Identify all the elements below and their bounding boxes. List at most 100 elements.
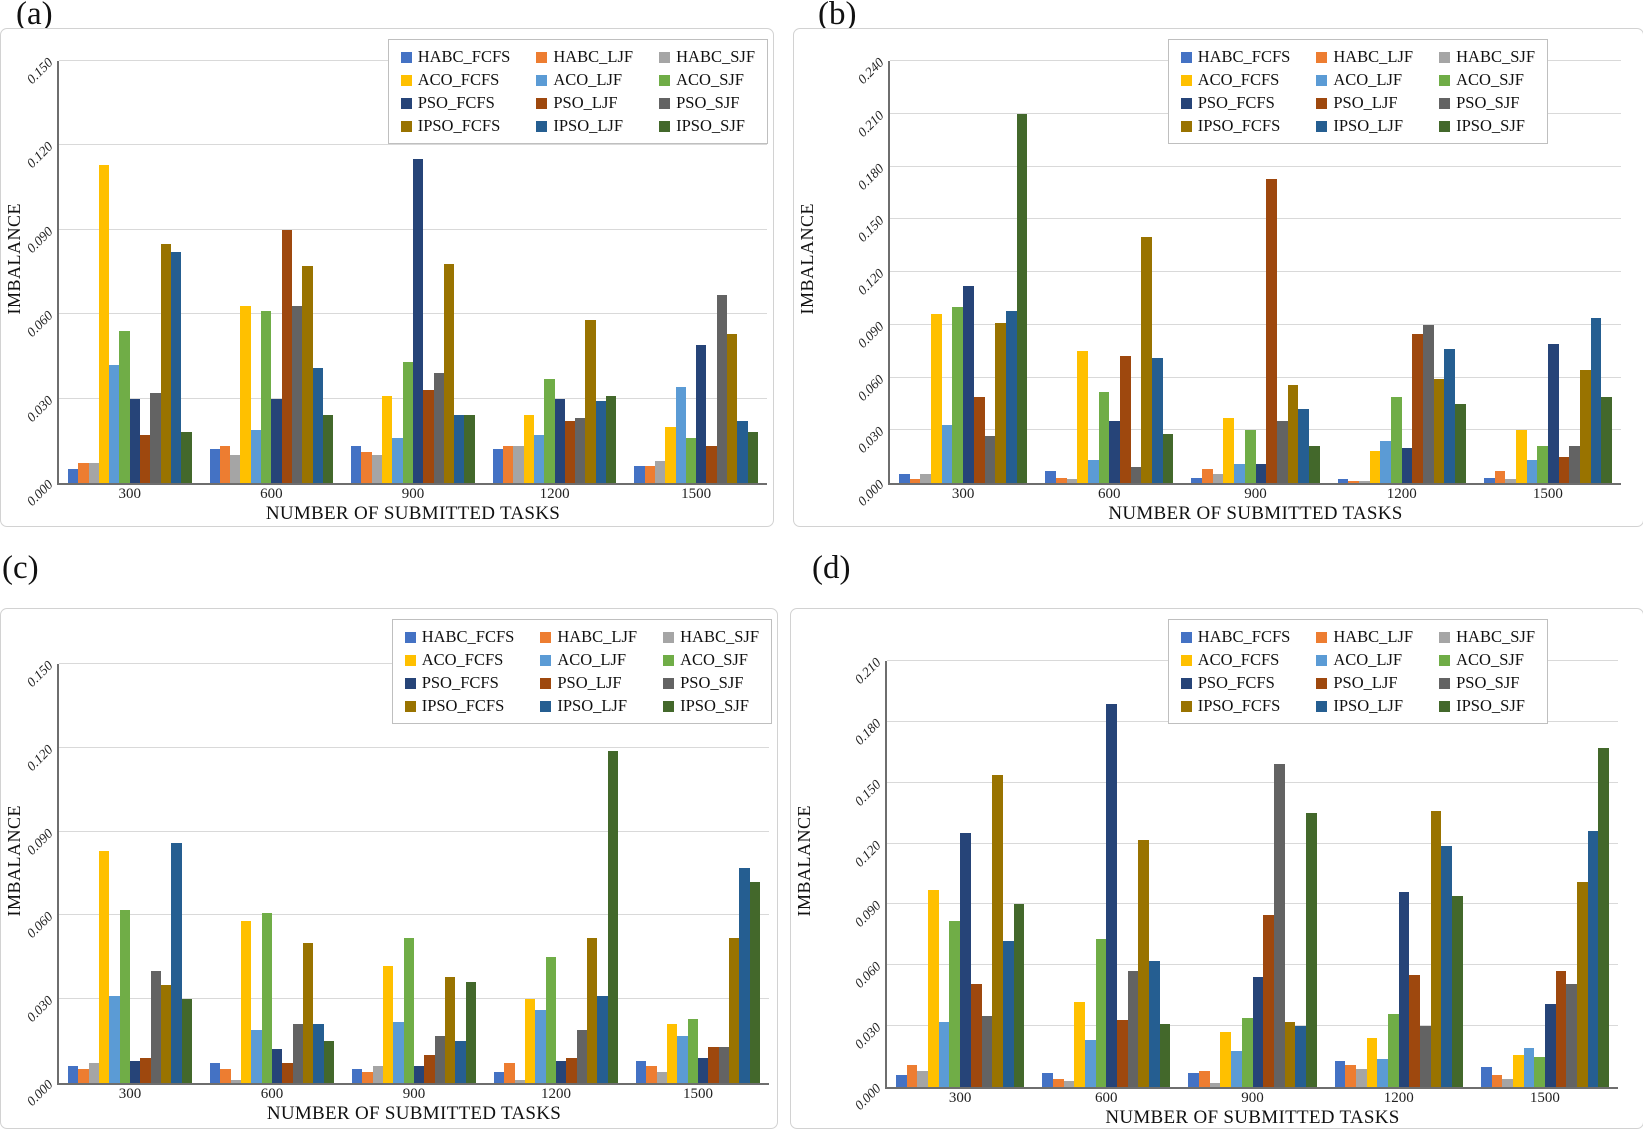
legend-label: PSO_FCFS (1197, 673, 1275, 692)
legend-item-ipso-ljf: IPSO_LJF (536, 116, 633, 136)
bar-pso-fcfs (1547, 344, 1559, 483)
legend-label: IPSO_FCFS (421, 696, 505, 715)
bar-ipso-sjf (1013, 904, 1025, 1087)
bar-ipso-fcfs (995, 323, 1006, 483)
bar-ipso-fcfs (1577, 882, 1588, 1087)
y-tick-label: 0.000 (23, 476, 56, 509)
bar-ipso-sjf (1162, 433, 1174, 483)
legend-marker-icon (1316, 51, 1328, 63)
bar-ipso-ljf (1590, 317, 1602, 483)
legend-marker-icon (663, 654, 675, 666)
legend-marker-icon (1439, 677, 1451, 689)
bar-pso-fcfs (412, 159, 424, 483)
legend-marker-icon (659, 51, 671, 63)
bar-aco-sjf (1098, 391, 1110, 483)
bar-ipso-ljf (737, 421, 748, 483)
legend-label: IPSO_LJF (553, 116, 624, 135)
y-tick-label: 0.120 (851, 837, 884, 870)
x-tick-labels: 300 600 900 1200 1500 (59, 1086, 769, 1103)
legend-item-habc-sjf: HABC_SJF (659, 47, 755, 67)
x-tick-labels: 300 600 900 1200 1500 (59, 486, 767, 503)
bar-pso-fcfs (129, 398, 141, 483)
legend-label: ACO_LJF (1333, 70, 1403, 89)
y-axis-title: IMBALANCE (4, 203, 24, 315)
bar-habc-fcfs (1042, 1072, 1053, 1087)
gridline (890, 376, 1621, 378)
x-tick-label: 300 (948, 1090, 972, 1106)
legend-label: PSO_SJF (676, 93, 740, 112)
x-tick-label: 600 (260, 486, 283, 502)
x-tick-label: 1500 (683, 1086, 713, 1102)
y-tick-label: 0.060 (23, 909, 56, 942)
gridline (59, 830, 769, 832)
legend-marker-icon (1180, 74, 1192, 86)
bar-aco-sjf (1534, 1056, 1545, 1087)
bar-ipso-fcfs (444, 976, 456, 1083)
bar-ipso-ljf (597, 996, 608, 1083)
bar-aco-ljf (1380, 440, 1392, 483)
legend-item-pso-ljf: PSO_LJF (536, 93, 633, 113)
bar-pso-fcfs (129, 1060, 141, 1083)
bar-group-300 (59, 664, 201, 1083)
legend-marker-icon (659, 74, 671, 86)
bar-pso-ljf (1117, 1020, 1128, 1087)
bar-pso-sjf (981, 1016, 993, 1087)
bar-habc-ljf (1491, 1074, 1503, 1087)
legend-marker-icon (400, 51, 412, 63)
bar-groups (59, 664, 769, 1083)
panel-label-c: (c) (2, 550, 39, 586)
bar-pso-ljf (282, 1063, 293, 1083)
bar-pso-fcfs (1398, 892, 1410, 1087)
bar-ipso-fcfs (728, 937, 740, 1083)
bar-pso-ljf (1266, 178, 1277, 483)
x-axis-title: NUMBER OF SUBMITTED TASKS (1105, 1107, 1400, 1128)
bar-ipso-fcfs (1141, 236, 1153, 483)
bar-aco-fcfs (1223, 417, 1235, 483)
bar-pso-ljf (140, 1057, 151, 1083)
bar-group-1500 (627, 664, 769, 1083)
bar-aco-ljf (251, 1029, 262, 1083)
legend-item-habc-sjf: HABC_SJF (663, 627, 759, 647)
legend-marker-icon (404, 654, 416, 666)
bar-ipso-ljf (454, 415, 465, 483)
bar-aco-ljf (1526, 460, 1538, 483)
legend-label: ACO_LJF (553, 70, 623, 89)
legend-label: IPSO_LJF (1333, 116, 1404, 135)
legend-marker-icon (1316, 97, 1328, 109)
legend-label: ACO_LJF (1333, 650, 1403, 669)
bar-aco-fcfs (1077, 351, 1088, 483)
x-tick-labels: 300 600 900 1200 1500 (887, 1090, 1618, 1107)
bar-habc-ljf (503, 446, 514, 483)
legend-item-habc-fcfs: HABC_FCFS (404, 627, 514, 647)
bar-ipso-sjf (749, 881, 760, 1083)
bar-habc-sjf (917, 1070, 929, 1087)
legend-item-ipso-sjf: IPSO_SJF (663, 696, 759, 716)
bar-pso-fcfs (1401, 447, 1413, 483)
bar-ipso-sjf (606, 395, 617, 483)
bar-habc-fcfs (352, 1069, 363, 1083)
bar-group-1200 (1326, 661, 1472, 1087)
bar-pso-fcfs (1109, 421, 1121, 483)
legend-label: IPSO_FCFS (1197, 696, 1281, 715)
bar-ipso-sjf (747, 432, 758, 483)
bar-pso-fcfs (696, 345, 707, 483)
x-tick-label: 1500 (1529, 1090, 1560, 1106)
bar-pso-ljf (1263, 914, 1274, 1087)
bar-habc-ljf (906, 1064, 918, 1087)
bar-aco-fcfs (98, 165, 110, 483)
bar-pso-sjf (1423, 324, 1434, 483)
y-tick-label: 0.120 (854, 265, 887, 298)
legend-marker-icon (400, 120, 412, 132)
legend-label: HABC_SJF (1456, 627, 1535, 646)
bar-habc-ljf (78, 1069, 89, 1083)
y-tick-label: 0.030 (23, 392, 56, 425)
legend-item-aco-ljf: ACO_LJF (1316, 70, 1413, 90)
y-tick-label: 0.060 (854, 371, 887, 404)
bar-ipso-ljf (1441, 845, 1453, 1087)
legend-marker-icon (1316, 631, 1328, 643)
bar-ipso-fcfs (586, 937, 598, 1083)
y-axis-title: IMBALANCE (794, 805, 814, 917)
y-tick-label: 0.000 (854, 476, 887, 509)
bar-pso-fcfs (1252, 977, 1264, 1087)
legend-item-habc-ljf: HABC_LJF (1316, 47, 1413, 67)
